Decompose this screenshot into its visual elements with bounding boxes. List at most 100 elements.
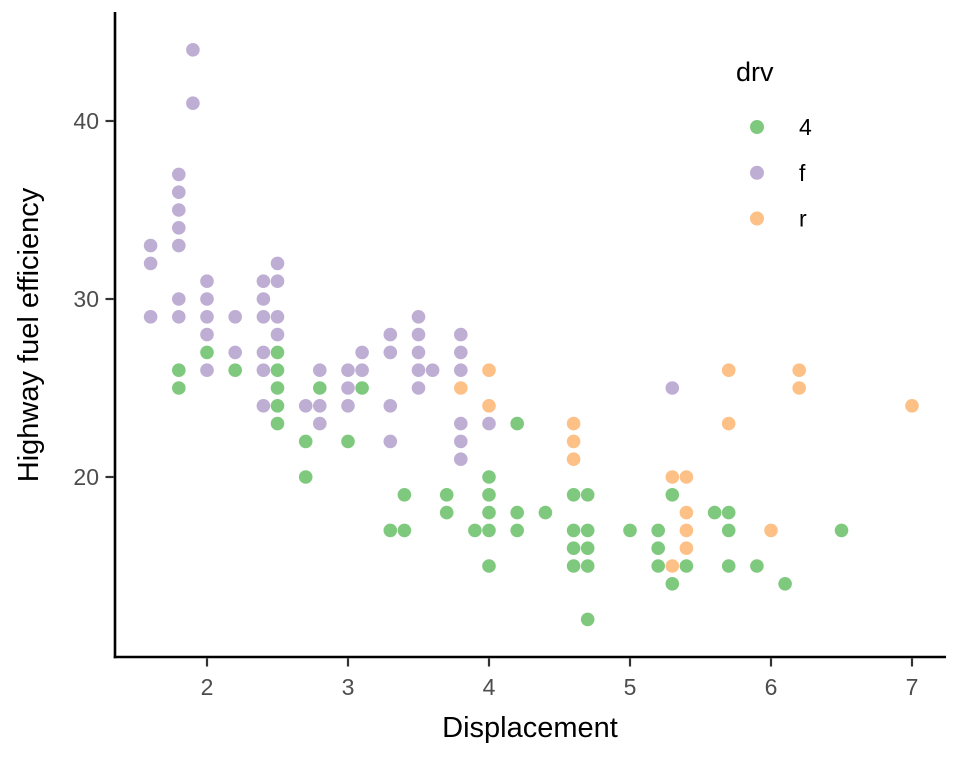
x-axis-title: Displacement xyxy=(442,712,618,744)
data-point-drv-r xyxy=(482,399,496,413)
data-point-drv-r xyxy=(679,523,694,538)
data-point-drv-r xyxy=(566,452,581,467)
data-point-drv-4 xyxy=(313,381,327,395)
data-point-drv-r xyxy=(721,363,736,378)
data-point-drv-f xyxy=(256,274,271,289)
data-point-drv-4 xyxy=(566,559,581,573)
data-point-drv-f xyxy=(341,381,355,395)
x-tick-label-4: 4 xyxy=(483,674,496,700)
data-point-drv-4 xyxy=(580,612,595,627)
data-point-drv-4 xyxy=(510,505,524,520)
data-point-drv-f xyxy=(228,345,242,360)
data-point-drv-r xyxy=(679,470,694,484)
data-point-drv-f xyxy=(172,185,186,199)
data-point-drv-4 xyxy=(721,505,736,520)
data-point-drv-f xyxy=(200,363,214,378)
data-point-drv-4 xyxy=(270,381,285,395)
data-point-drv-4 xyxy=(538,505,553,520)
data-point-drv-f xyxy=(454,363,468,378)
data-point-drv-4 xyxy=(270,363,285,378)
data-point-drv-f xyxy=(200,292,214,306)
y-axis-title: Highway fuel efficiency xyxy=(13,187,45,482)
legend-swatch-r xyxy=(750,211,764,226)
data-point-drv-f xyxy=(411,310,426,324)
legend: drv 4 fr xyxy=(736,57,812,232)
x-tick-label-2: 2 xyxy=(201,674,214,700)
data-point-drv-f xyxy=(256,363,271,378)
x-tick-label-7: 7 xyxy=(906,674,919,700)
legend-label-r: r xyxy=(799,206,807,232)
data-point-drv-r xyxy=(665,470,680,484)
data-point-drv-f xyxy=(341,363,355,378)
data-point-drv-f xyxy=(143,256,158,271)
data-point-drv-r xyxy=(721,416,736,431)
legend-swatch-4 xyxy=(750,120,764,134)
x-tick-label-6: 6 xyxy=(765,674,778,700)
data-point-drv-4 xyxy=(651,559,665,573)
data-point-drv-f xyxy=(383,345,398,360)
data-point-drv-f xyxy=(256,399,271,413)
data-point-drv-4 xyxy=(270,416,285,431)
data-point-drv-f xyxy=(313,363,327,378)
data-point-drv-4 xyxy=(172,363,186,378)
legend-label-f: f xyxy=(799,160,806,186)
x-tick-label-3: 3 xyxy=(342,674,355,700)
data-point-drv-f xyxy=(256,310,271,324)
data-point-drv-4 xyxy=(510,416,524,431)
data-point-drv-f xyxy=(411,363,426,378)
data-point-drv-r xyxy=(665,559,680,573)
data-point-drv-f xyxy=(270,310,285,324)
data-point-drv-4 xyxy=(623,523,637,538)
data-point-drv-f xyxy=(256,345,271,360)
data-point-drv-r xyxy=(764,523,778,538)
data-point-drv-f xyxy=(411,327,426,342)
data-point-drv-f xyxy=(172,221,186,235)
data-point-drv-f xyxy=(425,363,440,378)
data-point-drv-r xyxy=(482,363,496,378)
data-point-drv-4 xyxy=(270,345,285,360)
data-point-drv-4 xyxy=(439,488,454,502)
data-point-drv-4 xyxy=(341,434,355,449)
y-tick-label-30: 30 xyxy=(73,286,99,312)
data-point-drv-f xyxy=(454,452,468,467)
ticks-layer: 2 3 4 5 6 7 20 30 40 xyxy=(73,108,918,700)
data-point-drv-f xyxy=(143,238,158,253)
data-point-drv-4 xyxy=(580,523,595,538)
data-point-drv-f xyxy=(454,327,468,342)
data-point-drv-4 xyxy=(580,488,595,502)
titles-layer: Displacement Highway fuel efficiency xyxy=(13,187,618,744)
data-point-drv-4 xyxy=(439,505,454,520)
data-point-drv-r xyxy=(566,434,581,449)
data-point-drv-4 xyxy=(200,345,214,360)
data-point-drv-4 xyxy=(665,488,680,502)
data-point-drv-r xyxy=(905,399,919,413)
data-point-drv-r xyxy=(792,381,806,395)
data-point-drv-4 xyxy=(651,523,665,538)
data-point-drv-f xyxy=(172,167,186,182)
data-point-drv-4 xyxy=(482,470,496,484)
data-point-drv-4 xyxy=(778,577,792,591)
data-point-drv-f xyxy=(383,399,398,413)
data-point-drv-4 xyxy=(580,559,595,573)
data-point-drv-4 xyxy=(397,488,412,502)
data-point-drv-f xyxy=(411,345,426,360)
data-point-drv-r xyxy=(792,363,806,378)
data-point-drv-f xyxy=(298,399,313,413)
data-point-drv-4 xyxy=(566,541,581,555)
legend-swatch-f xyxy=(750,165,764,180)
data-point-drv-f xyxy=(313,416,327,431)
data-point-drv-f xyxy=(411,381,426,395)
data-point-drv-f xyxy=(454,345,468,360)
y-tick-label-40: 40 xyxy=(73,108,99,134)
data-point-drv-4 xyxy=(580,541,595,555)
data-point-drv-f xyxy=(143,310,158,324)
data-point-drv-f xyxy=(200,274,214,289)
legend-items: 4 fr xyxy=(750,114,812,232)
data-point-drv-f xyxy=(270,327,285,342)
data-point-drv-r xyxy=(454,381,468,395)
data-point-drv-4 xyxy=(397,523,412,538)
data-point-drv-4 xyxy=(468,523,482,538)
axes-layer xyxy=(113,12,946,659)
data-point-drv-4 xyxy=(270,399,285,413)
data-point-drv-f xyxy=(172,238,186,253)
